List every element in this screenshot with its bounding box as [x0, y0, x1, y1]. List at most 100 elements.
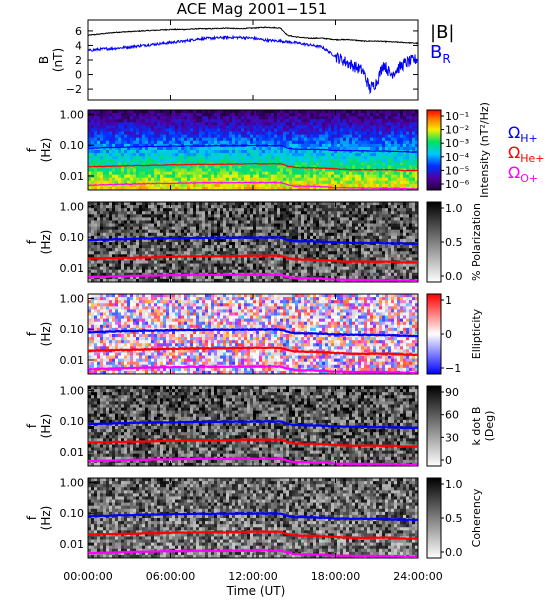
heatmap-cell: [337, 128, 341, 132]
heatmap-cell: [178, 150, 182, 154]
heatmap-cell: [100, 223, 104, 228]
heatmap-cell: [190, 153, 194, 157]
heatmap-cell: [160, 134, 164, 139]
heatmap-cell: [355, 162, 359, 166]
heatmap-cell: [268, 275, 272, 280]
heatmap-cell: [109, 165, 113, 169]
heatmap-cell: [226, 278, 230, 283]
heatmap-cell: [310, 180, 314, 185]
heatmap-cell: [259, 278, 263, 283]
heatmap-cell: [319, 272, 323, 277]
heatmap-cell: [169, 229, 173, 234]
heatmap-cell: [349, 131, 353, 136]
heatmap-cell: [235, 153, 239, 157]
heatmap-cell: [280, 128, 284, 132]
heatmap-cell: [367, 162, 371, 166]
heatmap-cell: [256, 208, 260, 212]
heatmap-cell: [130, 223, 134, 228]
heatmap-cell: [232, 266, 236, 271]
heatmap-cell: [274, 183, 278, 188]
heatmap-cell: [118, 116, 122, 120]
heatmap-cell: [256, 128, 260, 132]
heatmap-cell: [94, 159, 98, 163]
heatmap-cell: [196, 220, 200, 224]
heatmap-cell: [415, 153, 419, 157]
heatmap-cell: [253, 223, 257, 228]
heatmap-cell: [103, 162, 107, 166]
heatmap-cell: [181, 263, 185, 268]
heatmap-cell: [103, 174, 107, 179]
heatmap-cell: [340, 131, 344, 136]
heatmap-cell: [229, 263, 233, 268]
heatmap-cell: [172, 211, 176, 215]
heatmap-cell: [208, 211, 212, 215]
heatmap-cell: [319, 122, 323, 126]
heatmap-cell: [91, 171, 95, 176]
heatmap-cell: [121, 165, 125, 169]
heatmap-cell: [313, 113, 317, 117]
heatmap-cell: [91, 156, 95, 160]
heatmap-cell: [349, 165, 353, 169]
heatmap-cell: [154, 159, 158, 163]
heatmap-cell: [157, 165, 161, 169]
heatmap-cell: [232, 146, 236, 151]
heatmap-cell: [118, 180, 122, 185]
heatmap-cell: [112, 128, 116, 132]
heatmap-cell: [274, 269, 278, 274]
heatmap-cell: [274, 208, 278, 212]
heatmap-cell: [235, 119, 239, 123]
heatmap-cell: [316, 269, 320, 274]
heatmap-cell: [274, 217, 278, 221]
heatmap-cell: [289, 128, 293, 132]
heatmap-cell: [127, 110, 131, 114]
heatmap-cell: [382, 150, 386, 154]
heatmap-cell: [202, 229, 206, 234]
heatmap-cell: [307, 263, 311, 268]
heatmap-cell: [187, 278, 191, 283]
heatmap-cell: [169, 119, 173, 123]
heatmap-cell: [304, 220, 308, 224]
heatmap-cell: [241, 214, 245, 218]
heatmap-cell: [268, 257, 272, 261]
heatmap-cell: [130, 238, 134, 243]
heatmap-cell: [385, 165, 389, 169]
heatmap-cell: [250, 159, 254, 163]
heatmap-cell: [343, 150, 347, 154]
heatmap-cell: [310, 272, 314, 277]
heatmap-cell: [148, 248, 152, 252]
heatmap-cell: [175, 116, 179, 120]
heatmap-cell: [325, 260, 329, 264]
heatmap-cell: [172, 131, 176, 136]
heatmap-cell: [214, 153, 218, 157]
heatmap-cell: [193, 211, 197, 215]
heatmap-cell: [259, 150, 263, 154]
heatmap-cell: [229, 153, 233, 157]
heatmap-cell: [148, 168, 152, 172]
heatmap-cell: [145, 217, 149, 221]
heatmap-cell: [271, 229, 275, 234]
heatmap-cell: [214, 113, 218, 117]
heatmap-cell: [253, 238, 257, 243]
heatmap-cell: [355, 122, 359, 126]
heatmap-cell: [232, 211, 236, 215]
heatmap-cell: [106, 217, 110, 221]
heatmap-cell: [175, 266, 179, 271]
heatmap-cell: [157, 257, 161, 261]
heatmap-cell: [142, 183, 146, 188]
heatmap-cell: [322, 263, 326, 268]
heatmap-cell: [301, 113, 305, 117]
heatmap-cell: [367, 146, 371, 151]
heatmap-cell: [238, 153, 242, 157]
heatmap-cell: [289, 223, 293, 228]
heatmap-cell: [142, 232, 146, 237]
heatmap-cell: [292, 168, 296, 172]
heatmap-cell: [178, 205, 182, 209]
heatmap-cell: [148, 143, 152, 148]
heatmap-cell: [106, 251, 110, 255]
heatmap-cell: [190, 116, 194, 120]
heatmap-cell: [247, 269, 251, 274]
heatmap-cell: [172, 116, 176, 120]
heatmap-cell: [355, 186, 359, 191]
heatmap-cell: [277, 146, 281, 151]
heatmap-cell: [274, 174, 278, 179]
